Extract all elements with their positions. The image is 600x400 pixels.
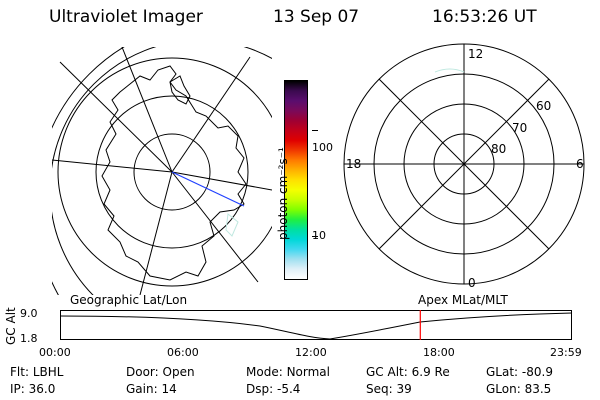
- glat-label: GLat:: [486, 365, 519, 379]
- colorbar-tickmark: [312, 236, 318, 237]
- timeline-xtick: 06:00: [167, 346, 199, 359]
- date-label: 13 Sep 07: [273, 7, 360, 27]
- mode-value: Normal: [286, 365, 330, 379]
- door-info: Door: Open: [126, 365, 195, 379]
- timeline-xtick: 12:00: [295, 346, 327, 359]
- meridian-line: [171, 171, 259, 283]
- timeline-frame: [60, 310, 572, 340]
- gain-info: Gain: 14: [126, 382, 177, 396]
- glon-info: GLon: 83.5: [486, 382, 551, 396]
- ip-label: IP:: [10, 382, 25, 396]
- gain-value: 14: [161, 382, 177, 396]
- geographic-panel-title: Geographic Lat/Lon: [70, 293, 188, 307]
- mlat-label-80: 80: [491, 142, 507, 156]
- aurora-trace: [225, 213, 239, 237]
- mlt-label-6: 6: [576, 157, 584, 171]
- glat-info: GLat: -80.9: [486, 365, 553, 379]
- colorbar-tickmark: [312, 130, 318, 131]
- seq-info: Seq: 39: [366, 382, 412, 396]
- timeline-axis-label: GC Alt: [4, 307, 18, 345]
- mlt-label-18: 18: [346, 157, 362, 171]
- lat-circle: [95, 95, 249, 249]
- peninsula-coastline: [169, 75, 191, 105]
- colorbar-tick-10: 10: [312, 229, 326, 242]
- aurora-trace: [434, 68, 465, 73]
- timeline-xtick: 18:00: [423, 346, 455, 359]
- timeline-xtick: 23:59: [550, 346, 582, 359]
- colorbar-unit-label: photon cm⁻²s⁻¹: [276, 147, 290, 240]
- door-label: Door:: [126, 365, 159, 379]
- instrument-title: Ultraviolet Imager: [49, 7, 203, 27]
- magnetic-panel-title: Apex MLat/MLT: [418, 293, 508, 307]
- filter-label: Flt:: [10, 365, 29, 379]
- altitude-timeline: [60, 310, 572, 340]
- glon-label: GLon:: [486, 382, 521, 396]
- ip-info: IP: 36.0: [10, 382, 55, 396]
- timeline-ytick-min: 1.8: [20, 332, 38, 345]
- mlat-label-70: 70: [512, 121, 528, 135]
- antarctica-coastline: [101, 65, 247, 281]
- diagonal-line: [378, 78, 550, 250]
- glat-value: -80.9: [521, 365, 553, 379]
- filter-value: LBHL: [32, 365, 64, 379]
- magnetic-polar-plot: [343, 43, 585, 285]
- gc-alt-label: GC Alt:: [366, 365, 408, 379]
- time-label: 16:53:26 UT: [432, 7, 537, 27]
- mlat-label-60: 60: [536, 99, 552, 113]
- meridian-line: [121, 47, 173, 173]
- lat-circle: [133, 133, 211, 211]
- glon-value: 83.5: [524, 382, 552, 396]
- mlt-label-12: 12: [468, 47, 484, 61]
- dsp-info: Dsp: -5.4: [246, 382, 300, 396]
- gc-alt-value: 6.9 Re: [411, 365, 450, 379]
- meridian-line: [171, 171, 272, 191]
- mode-info: Mode: Normal: [246, 365, 330, 379]
- lat-circle: [57, 57, 272, 287]
- dsp-label: Dsp:: [246, 382, 274, 396]
- gc-alt-info: GC Alt: 6.9 Re: [366, 365, 450, 379]
- seq-value: 39: [396, 382, 412, 396]
- filter-info: Flt: LBHL: [10, 365, 63, 379]
- seq-label: Seq:: [366, 382, 393, 396]
- color-scale-bar: [284, 80, 308, 280]
- ip-value: 36.0: [28, 382, 56, 396]
- dsp-value: -5.4: [276, 382, 301, 396]
- footpoint-line: [171, 171, 245, 207]
- meridian-line: [139, 171, 173, 295]
- altitude-curve: [60, 312, 572, 340]
- color-scale-gradient: [285, 81, 307, 279]
- meridian-line: [59, 61, 173, 173]
- meridian-line: [52, 159, 173, 173]
- mlt-label-0: 0: [468, 276, 476, 290]
- timeline-ytick-max: 9.0: [20, 307, 38, 320]
- gain-label: Gain:: [126, 382, 158, 396]
- timeline-xtick: 00:00: [39, 346, 71, 359]
- meridian-line: [171, 56, 251, 173]
- mode-label: Mode:: [246, 365, 283, 379]
- door-value: Open: [162, 365, 195, 379]
- colorbar-tick-100: 100: [312, 141, 333, 154]
